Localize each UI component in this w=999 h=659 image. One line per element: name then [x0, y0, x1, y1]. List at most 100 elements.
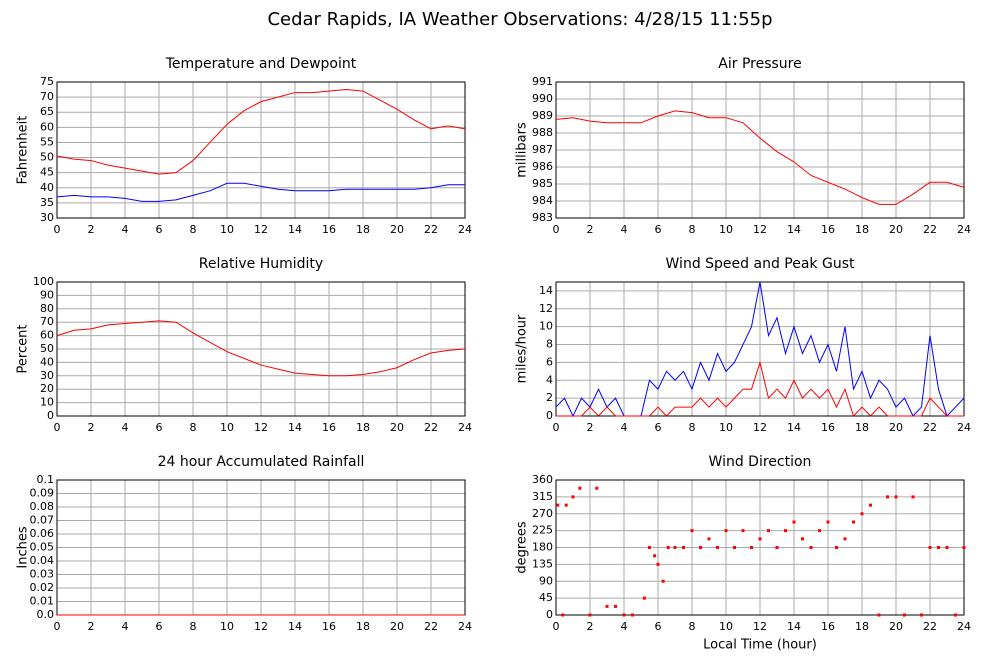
data-point — [564, 503, 568, 507]
data-point — [835, 546, 838, 549]
y-tick-label: 40 — [40, 355, 54, 368]
y-tick-label: 80 — [40, 302, 54, 315]
data-point — [801, 537, 804, 541]
x-tick-label: 12 — [753, 421, 767, 434]
data-point — [561, 613, 565, 617]
data-point — [920, 613, 923, 617]
y-tick-label: 90 — [40, 288, 54, 301]
x-tick-label: 2 — [587, 421, 594, 434]
data-point — [614, 604, 617, 608]
panel-title: 24 hour Accumulated Rainfall — [158, 454, 365, 470]
y-tick-label: 0.07 — [30, 514, 55, 527]
y-tick-label: 0.05 — [30, 541, 55, 554]
x-tick-label: 10 — [719, 223, 733, 236]
x-tick-label: 6 — [156, 223, 163, 236]
data-point — [648, 546, 651, 549]
data-point — [724, 529, 728, 533]
x-tick-label: 10 — [220, 620, 234, 633]
data-point — [733, 546, 736, 549]
y-axis-label: Percent — [16, 325, 31, 374]
x-tick-label: 22 — [424, 421, 438, 434]
panel-title: Air Pressure — [718, 56, 801, 72]
y-tick-label: 0.06 — [30, 527, 55, 540]
y-tick-label: 45 — [40, 166, 54, 179]
data-point — [661, 579, 665, 583]
x-tick-label: 16 — [821, 620, 835, 633]
x-tick-label: 8 — [689, 620, 696, 633]
y-tick-label: 986 — [532, 160, 553, 173]
y-tick-label: 35 — [40, 196, 54, 209]
y-tick-label: 50 — [40, 151, 54, 164]
x-tick-label: 2 — [587, 620, 594, 633]
x-tick-label: 8 — [190, 421, 197, 434]
data-point — [860, 512, 864, 516]
y-axis-label: miles/hour — [515, 314, 530, 383]
y-tick-label: 4 — [546, 373, 553, 386]
data-line — [56, 89, 466, 175]
data-point — [826, 520, 830, 524]
y-tick-label: 0 — [47, 409, 54, 422]
data-point — [578, 486, 582, 490]
y-tick-label: 985 — [532, 177, 553, 190]
x-tick-label: 12 — [753, 620, 767, 633]
data-point — [903, 613, 906, 617]
data-point — [571, 495, 575, 499]
y-tick-label: 360 — [532, 473, 553, 486]
data-line — [56, 320, 466, 377]
x-tick-label: 18 — [356, 620, 370, 633]
y-tick-label: 50 — [40, 342, 54, 355]
data-point — [869, 503, 872, 507]
data-point — [673, 546, 677, 549]
x-tick-label: 24 — [458, 223, 472, 236]
panel-title: Wind Speed and Peak Gust — [666, 256, 855, 272]
data-point — [937, 546, 940, 549]
y-tick-label: 983 — [532, 211, 553, 224]
y-tick-label: 987 — [532, 143, 553, 156]
y-tick-label: 2 — [546, 391, 553, 404]
y-tick-label: 0.08 — [30, 500, 55, 513]
y-tick-label: 30 — [40, 211, 54, 224]
x-tick-label: 18 — [855, 223, 869, 236]
plot-frame — [56, 81, 466, 219]
data-point — [886, 495, 889, 499]
x-tick-label: 24 — [458, 421, 472, 434]
x-tick-label: 8 — [689, 421, 696, 434]
x-tick-label: 20 — [889, 421, 903, 434]
x-tick-label: 2 — [88, 421, 95, 434]
x-tick-label: 22 — [424, 620, 438, 633]
y-tick-label: 0.02 — [30, 581, 55, 594]
data-point — [707, 537, 711, 541]
y-tick-label: 70 — [40, 90, 54, 103]
panel-title: Temperature and Dewpoint — [165, 56, 357, 72]
y-tick-label: 0.04 — [30, 554, 55, 567]
x-tick-label: 0 — [54, 421, 61, 434]
y-tick-label: 10 — [40, 396, 54, 409]
x-tick-label: 4 — [122, 421, 129, 434]
y-tick-label: 6 — [546, 355, 553, 368]
x-tick-label: 0 — [553, 421, 560, 434]
data-point — [716, 546, 719, 549]
x-axis-label: Local Time (hour) — [703, 638, 817, 653]
x-tick-label: 16 — [322, 223, 336, 236]
y-tick-label: 0.09 — [30, 487, 55, 500]
data-point — [852, 520, 855, 524]
x-tick-label: 12 — [254, 223, 268, 236]
x-tick-label: 24 — [458, 620, 472, 633]
x-tick-label: 0 — [54, 223, 61, 236]
x-tick-label: 4 — [122, 223, 129, 236]
data-point — [690, 529, 694, 533]
x-tick-label: 12 — [254, 421, 268, 434]
y-tick-label: 14 — [539, 284, 553, 297]
x-tick-label: 14 — [288, 620, 302, 633]
y-tick-label: 0.01 — [30, 595, 55, 608]
x-tick-label: 16 — [322, 421, 336, 434]
x-tick-label: 12 — [254, 620, 268, 633]
x-tick-label: 22 — [923, 421, 937, 434]
x-tick-label: 6 — [655, 421, 662, 434]
y-tick-label: 40 — [40, 181, 54, 194]
panel-title: Relative Humidity — [199, 256, 323, 272]
x-tick-label: 2 — [88, 620, 95, 633]
data-point — [843, 537, 847, 541]
data-line — [56, 182, 465, 202]
x-tick-label: 24 — [957, 620, 971, 633]
